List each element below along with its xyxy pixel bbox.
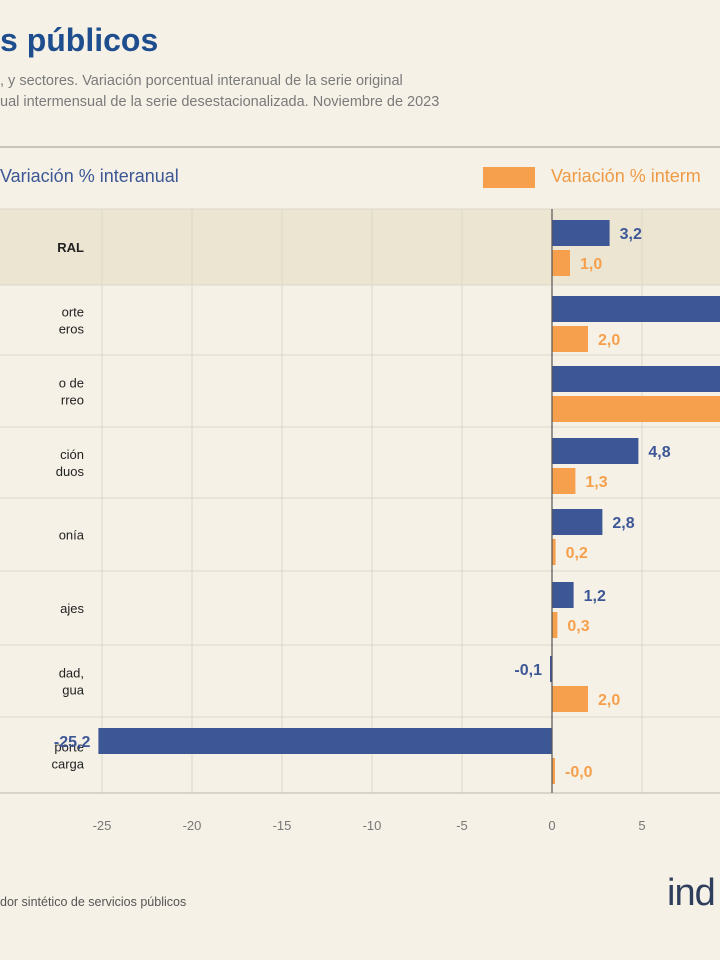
data-label-intermensual: 2,0: [598, 692, 620, 709]
category-label: gua: [62, 683, 84, 698]
bar-intermensual: [552, 539, 556, 565]
category-label: eros: [59, 322, 85, 337]
bar-intermensual: [552, 250, 570, 276]
data-label-interanual: 3,2: [620, 226, 642, 243]
bar-interanual: [552, 582, 574, 608]
bar-interanual: [552, 509, 603, 535]
bar-interanual: [552, 296, 720, 322]
bar-intermensual: [552, 758, 555, 784]
bar-intermensual: [552, 468, 576, 494]
category-label: RAL: [57, 240, 84, 255]
data-label-intermensual: 1,3: [585, 474, 607, 491]
data-label-interanual: 4,8: [648, 444, 670, 461]
data-label-interanual: 1,2: [584, 588, 606, 605]
category-label: duos: [56, 464, 85, 479]
bar-interanual: [552, 220, 610, 246]
x-tick-label: 0: [548, 818, 555, 833]
x-tick-label: 5: [638, 818, 645, 833]
category-label: o de: [59, 376, 84, 391]
data-label-intermensual: 0,2: [566, 545, 588, 562]
category-label: ajes: [60, 601, 84, 616]
data-label-intermensual: 8: [716, 402, 720, 419]
category-label: carga: [51, 757, 84, 772]
data-label-interanual: 2,8: [612, 515, 634, 532]
source-note: dor sintético de servicios públicos: [0, 895, 187, 909]
data-label-intermensual: 0,3: [567, 618, 589, 635]
category-label: orte: [62, 305, 84, 320]
x-tick-label: -20: [183, 818, 202, 833]
data-label-intermensual: 2,0: [598, 332, 620, 349]
category-label: dad,: [59, 666, 84, 681]
category-label: onía: [59, 528, 85, 543]
category-label: ción: [60, 447, 84, 462]
bar-intermensual: [552, 396, 720, 422]
subtitle-line-1: , y sectores. Variación porcentual inter…: [0, 73, 403, 89]
legend-swatch-intermensual: [483, 167, 535, 188]
ine-logo: ind: [667, 872, 716, 914]
bar-interanual: [98, 728, 553, 754]
data-label-intermensual: 1,0: [580, 256, 602, 273]
bar-intermensual: [552, 612, 558, 638]
x-tick-label: -10: [363, 818, 382, 833]
header-divider: [0, 146, 720, 148]
legend-label-intermensual: Variación % interm: [551, 166, 701, 186]
category-label: porte: [54, 740, 84, 755]
x-tick-label: -5: [456, 818, 468, 833]
subtitle-line-2: ual intermensual de la serie desestacion…: [0, 94, 440, 110]
total-row-background: [0, 209, 720, 285]
bar-interanual: [550, 656, 552, 682]
page-title: s públicos: [0, 22, 159, 58]
bar-interanual: [552, 438, 639, 464]
x-tick-label: -15: [273, 818, 292, 833]
bar-intermensual: [552, 686, 588, 712]
legend-label-interanual: Variación % interanual: [0, 166, 179, 186]
x-tick-label: -25: [93, 818, 112, 833]
bar-interanual: [552, 366, 720, 392]
data-label-interanual: -0,1: [514, 662, 542, 679]
category-label: rreo: [61, 393, 84, 408]
data-label-intermensual: -0,0: [565, 764, 593, 781]
data-label-interanual: -25,2: [54, 734, 91, 751]
bar-intermensual: [552, 326, 588, 352]
